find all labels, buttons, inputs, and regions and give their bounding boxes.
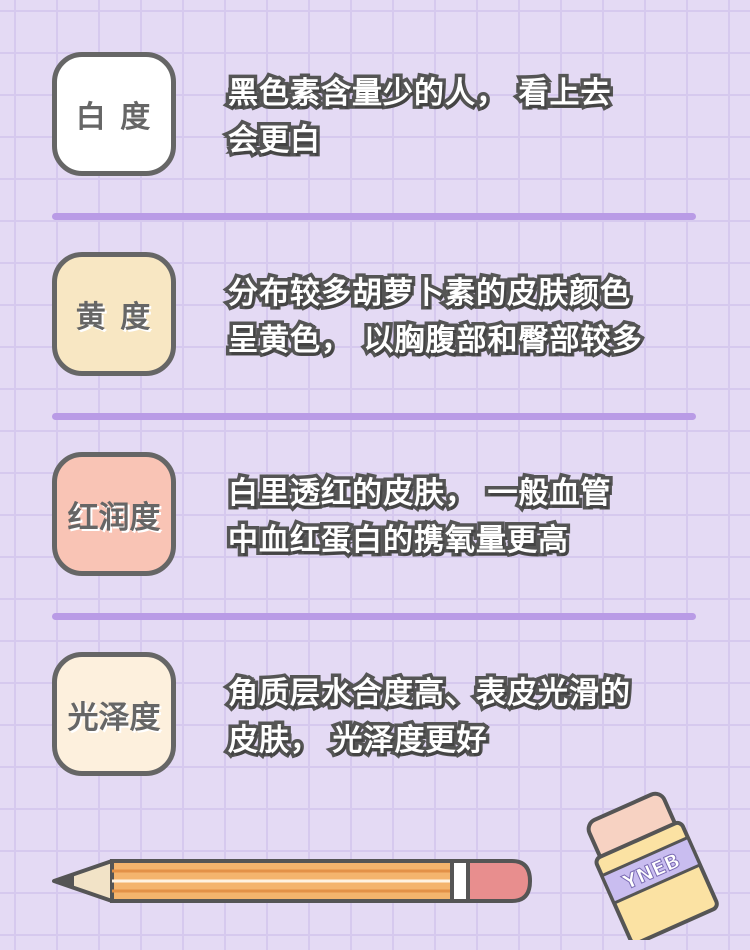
item-white: 白 度 黑色素含量少的人， 看上去 会更白: [52, 52, 712, 182]
pencil-icon: [52, 859, 533, 903]
badge-white-degree: 白 度: [52, 52, 176, 176]
description-yellow-degree: 分布较多胡萝卜素的皮肤颜色 呈黄色， 以胸腹部和臀部较多: [225, 273, 645, 362]
divider: [52, 413, 696, 420]
description-rosy-degree: 白里透红的皮肤， 一般血管 中血红蛋白的携氧量更高: [225, 473, 614, 562]
description-gloss-degree: 角质层水合度高、表皮光滑的 皮肤， 光泽度更好: [225, 673, 634, 762]
item-rosy: 红润度 白里透红的皮肤， 一般血管 中血红蛋白的携氧量更高: [52, 452, 712, 582]
badge-gloss-degree: 光泽度: [52, 652, 176, 776]
eraser-icon: YNEB: [586, 791, 719, 940]
divider: [52, 613, 696, 620]
badge-rosy-degree: 红润度: [52, 452, 176, 576]
description-white-degree: 黑色素含量少的人， 看上去 会更白: [225, 73, 614, 162]
badge-yellow-degree: 黄 度: [52, 252, 176, 376]
item-yellow: 黄 度 分布较多胡萝卜素的皮肤颜色 呈黄色， 以胸腹部和臀部较多: [52, 252, 712, 382]
item-gloss: 光泽度 角质层水合度高、表皮光滑的 皮肤， 光泽度更好: [52, 652, 712, 782]
divider: [52, 213, 696, 220]
